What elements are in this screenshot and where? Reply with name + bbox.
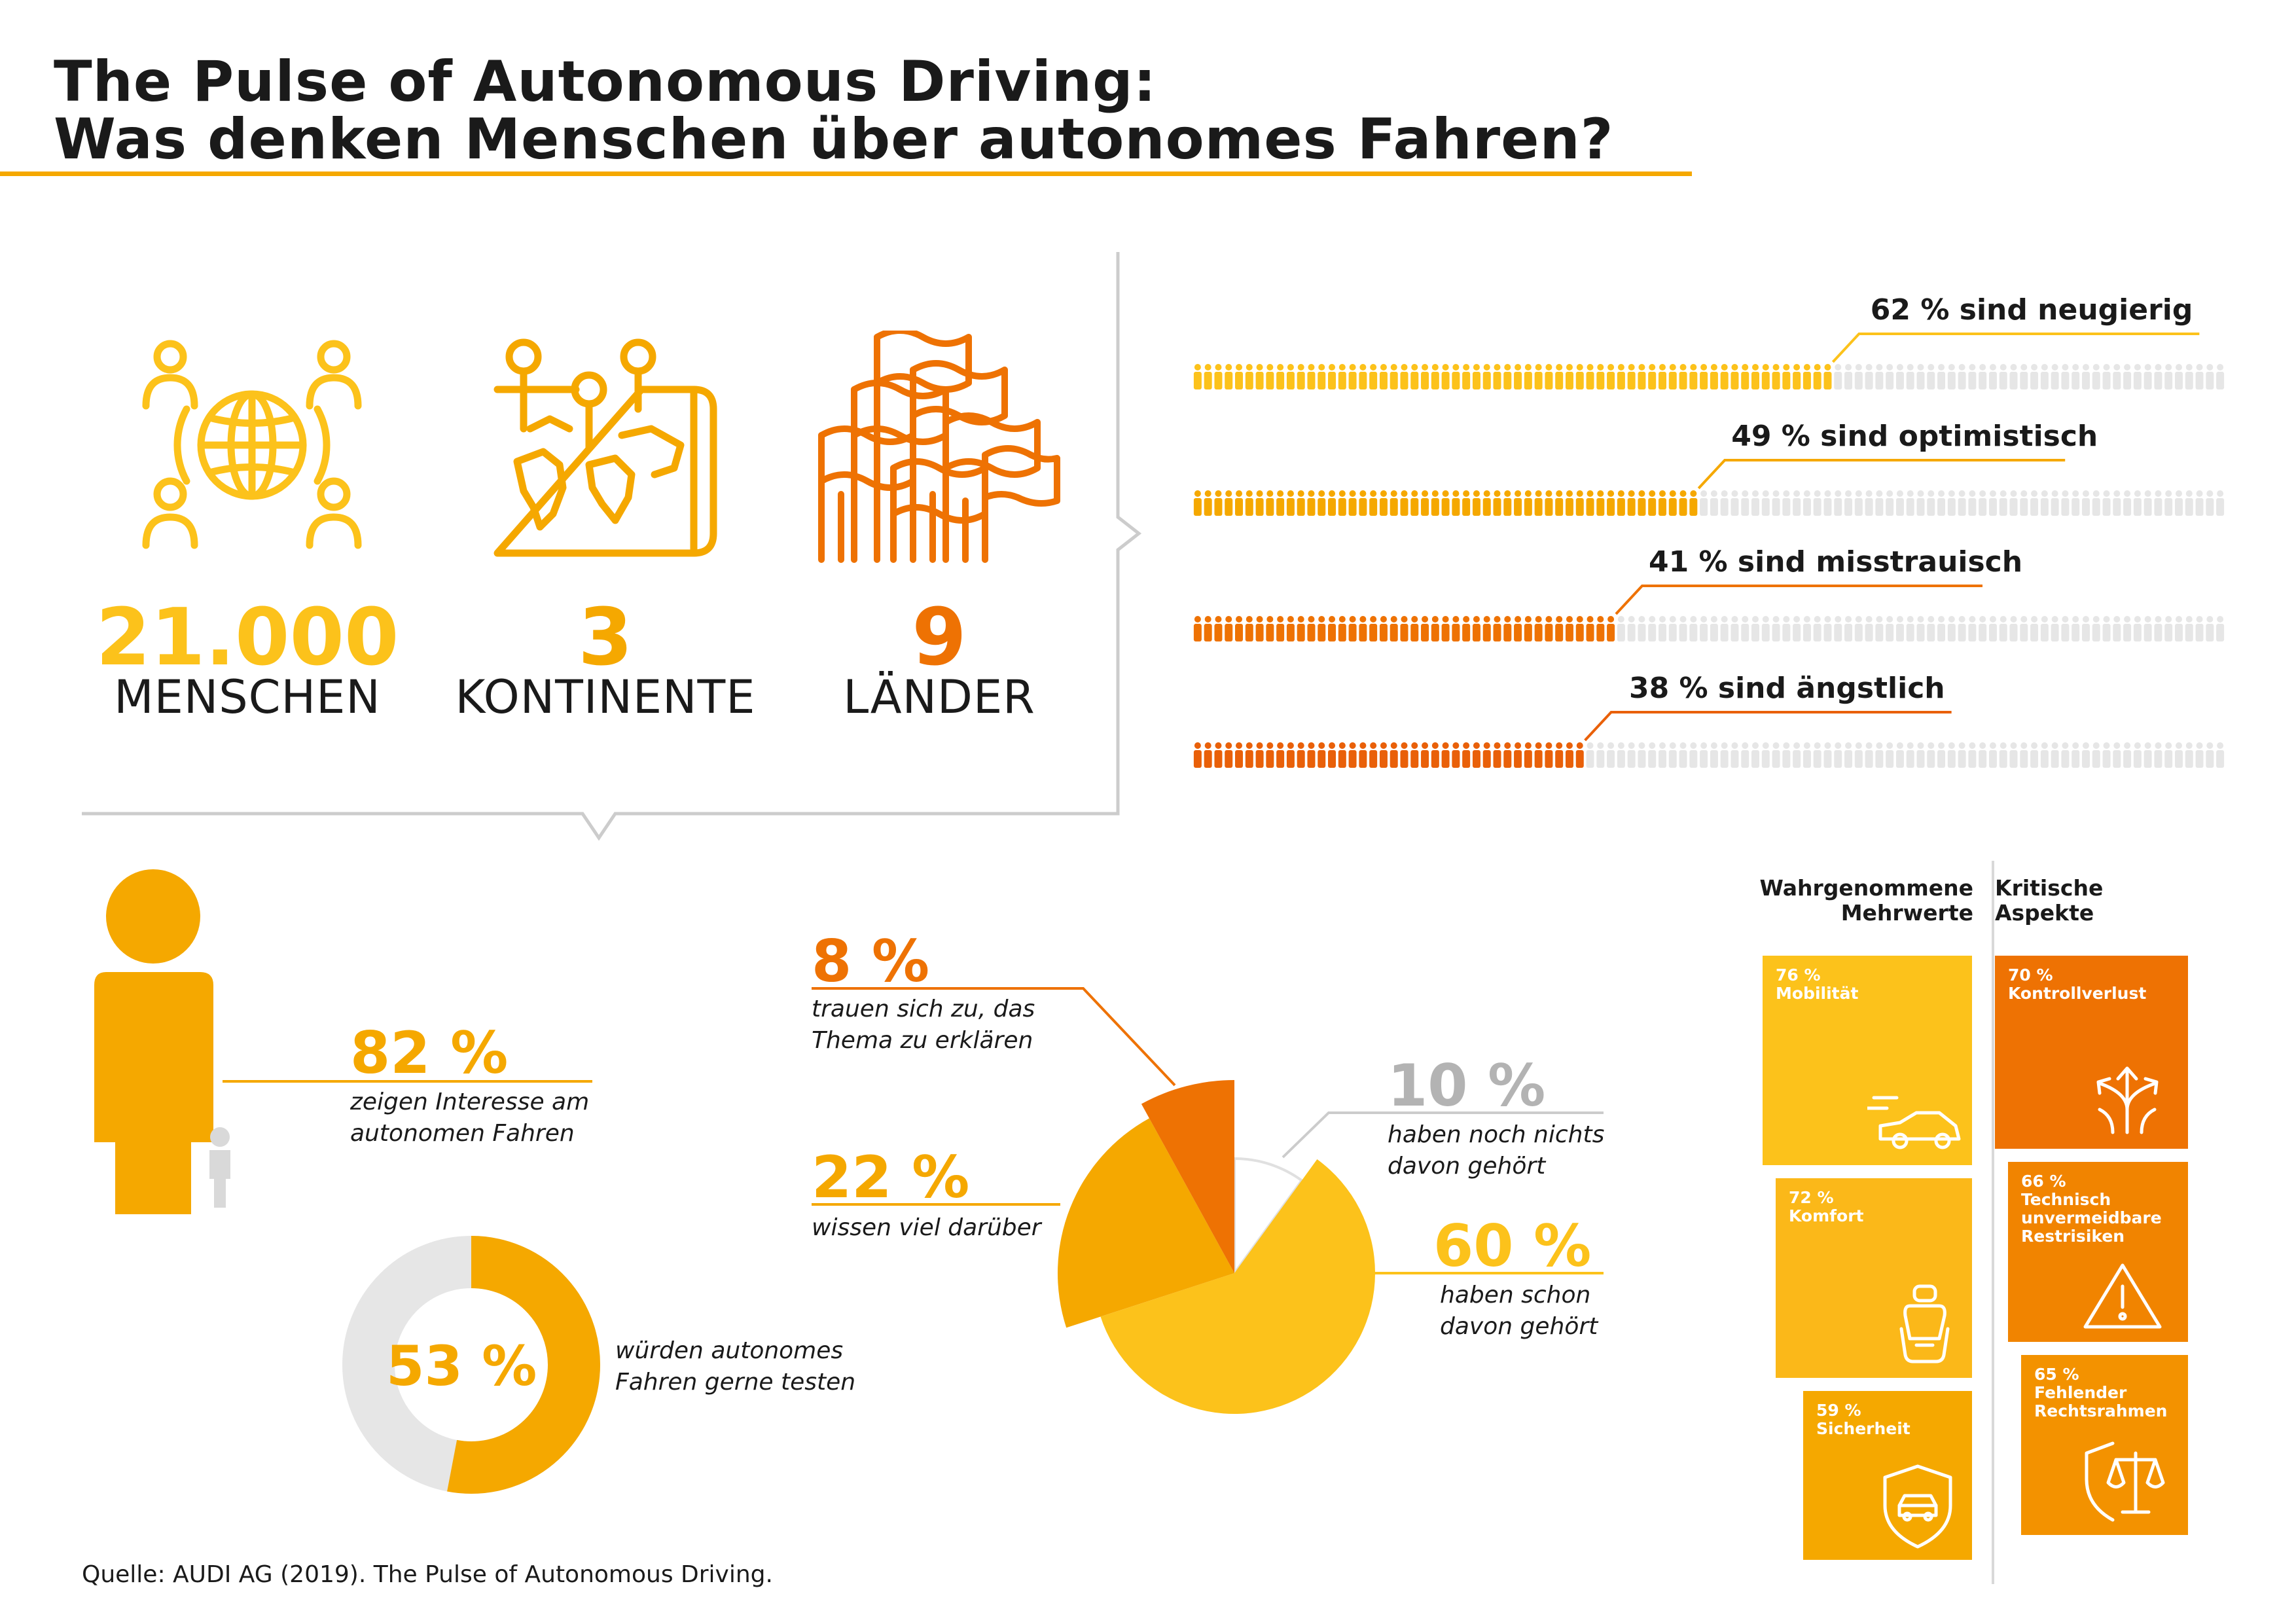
pie-pct-explain: 8 % <box>812 928 930 995</box>
bar-label-curious: 62 % sind neugierig <box>1870 293 2193 327</box>
pie-text-heard-line-1: haben schon <box>1440 1282 1591 1308</box>
aspect-legal-framework-pct: 65 % <box>2034 1365 2079 1384</box>
page-title-line-1: The Pulse of Autonomous Driving: <box>54 49 1157 115</box>
pie-slice-explain <box>1141 1080 1234 1273</box>
sentiment-bar-optimistic <box>1193 490 2225 516</box>
source-note: Quelle: AUDI AG (2019). The Pulse of Aut… <box>82 1561 773 1588</box>
benefit-mobility-label: Mobilität <box>1776 984 1859 1003</box>
aspect-tile-legal-framework-text: 65 % Fehlender Rechtsrahmen <box>2034 1365 2167 1420</box>
aspect-tile-legal-framework: 65 % Fehlender Rechtsrahmen <box>2021 1355 2188 1535</box>
aspect-residual-risks-label-3: Restrisiken <box>2021 1227 2125 1246</box>
pie-text-never-heard-line-1: haben noch nichts <box>1388 1121 1605 1148</box>
aspect-tile-residual-risks-text: 66 % Technisch unvermeidbare Restrisiken <box>2021 1172 2162 1246</box>
flags-icon <box>818 331 1060 563</box>
sentiment-bar-distrustful <box>1193 616 2225 641</box>
pie-slice-know-much <box>1058 1118 1234 1328</box>
stat-label-people: MENSCHEN <box>114 670 381 724</box>
page-title-line-2: Was denken Menschen über autonomes Fahre… <box>54 107 1614 172</box>
sentiment-bar-anxious <box>1193 742 2225 768</box>
pie-pct-know-much: 22 % <box>812 1144 970 1211</box>
aspects-heading: Kritische Aspekte <box>1995 876 2103 926</box>
person-icon <box>94 869 230 1214</box>
stat-number-countries: 9 <box>912 592 967 683</box>
bar-label-distrustful: 41 % sind misstrauisch <box>1648 545 2023 579</box>
benefit-comfort-pct: 72 % <box>1789 1188 1834 1207</box>
interest-text-line-1: zeigen Interesse am <box>350 1089 590 1115</box>
benefit-safety-pct: 59 % <box>1816 1401 1861 1420</box>
benefit-comfort-label: Komfort <box>1789 1206 1864 1225</box>
stat-number-people: 21.000 <box>96 592 399 683</box>
aspect-legal-framework-label-1: Fehlender <box>2034 1383 2127 1402</box>
stat-label-countries: LÄNDER <box>843 670 1035 724</box>
interest-pct: 82 % <box>350 1019 509 1087</box>
test-donut-chart <box>342 1236 600 1494</box>
benefit-tile-comfort-text: 72 % Komfort <box>1789 1189 1864 1225</box>
aspect-residual-risks-label-2: unvermeidbare <box>2021 1208 2162 1227</box>
benefits-heading-line-2: Mehrwerte <box>1840 900 1973 926</box>
bar-label-anxious: 38 % sind ängstlich <box>1628 672 1945 705</box>
benefit-tile-comfort: 72 % Komfort <box>1776 1178 1972 1378</box>
pie-leader-explain <box>812 987 1176 1087</box>
car-shield-icon <box>1883 1464 1952 1549</box>
pie-text-heard-line-2: davon gehört <box>1440 1313 1598 1340</box>
donut-value-arc <box>447 1236 600 1494</box>
interest-text-line-2: autonomen Fahren <box>350 1120 575 1147</box>
benefit-mobility-pct: 76 % <box>1776 965 1821 984</box>
pie-pct-heard: 60 % <box>1433 1212 1592 1280</box>
pie-text-know-much: wissen viel darüber <box>812 1214 1041 1241</box>
benefit-tile-safety-text: 59 % Sicherheit <box>1816 1401 1910 1438</box>
aspect-tile-residual-risks: 66 % Technisch unvermeidbare Restrisiken <box>2008 1162 2188 1342</box>
pie-slice-never-heard <box>1233 1157 1304 1278</box>
stat-label-continents: KONTINENTE <box>455 670 756 724</box>
directions-icon <box>2096 1066 2159 1134</box>
test-text-line-2: Fahren gerne testen <box>615 1369 856 1396</box>
justice-shield-icon <box>2085 1441 2165 1522</box>
test-donut-pct: 53 % <box>386 1334 537 1398</box>
pie-text-explain-line-2: Thema zu erklären <box>812 1027 1033 1054</box>
benefits-heading-line-1: Wahrgenommene <box>1759 875 1973 901</box>
bar-leader-distrustful <box>1615 585 1982 615</box>
stat-number-continents: 3 <box>578 592 633 683</box>
bar-leader-anxious <box>1584 711 1952 742</box>
pie-text-never-heard-line-2: davon gehört <box>1388 1153 1546 1180</box>
bar-leader-curious <box>1831 333 2200 363</box>
aspects-heading-line-2: Aspekte <box>1995 900 2094 926</box>
aspect-residual-risks-pct: 66 % <box>2021 1172 2066 1191</box>
bar-label-optimistic: 49 % sind optimistisch <box>1731 420 2098 453</box>
benefit-tile-mobility: 76 % Mobilität <box>1763 956 1972 1165</box>
interest-leader-line <box>223 1080 592 1083</box>
sentiment-bar-curious <box>1193 364 2225 389</box>
pie-leader-never-heard <box>1282 1111 1604 1159</box>
aspect-control-loss-label: Kontrollverlust <box>2008 984 2147 1003</box>
globe-people-icon <box>142 340 362 549</box>
aspect-legal-framework-label-2: Rechtsrahmen <box>2034 1401 2168 1420</box>
warning-icon <box>2083 1263 2162 1329</box>
car-speed-icon <box>1867 1096 1961 1149</box>
aspect-tile-control-loss-text: 70 % Kontrollverlust <box>2008 966 2146 1003</box>
benefit-tile-mobility-text: 76 % Mobilität <box>1776 966 1858 1003</box>
title-underline <box>0 171 1692 176</box>
aspect-control-loss-pct: 70 % <box>2008 965 2053 984</box>
benefit-tile-safety: 59 % Sicherheit <box>1803 1391 1972 1560</box>
test-text-line-1: würden autonomes <box>615 1337 844 1364</box>
map-pins-icon <box>493 338 717 557</box>
aspects-heading-line-1: Kritische <box>1995 875 2104 901</box>
pie-text-explain-line-1: trauen sich zu, das <box>812 996 1035 1022</box>
aspect-tile-control-loss: 70 % Kontrollverlust <box>1995 956 2188 1149</box>
benefit-safety-label: Sicherheit <box>1816 1419 1910 1438</box>
pie-pct-never-heard: 10 % <box>1388 1052 1546 1119</box>
pie-slice-heard <box>1100 1159 1376 1414</box>
bar-leader-optimistic <box>1697 459 2066 490</box>
aspect-residual-risks-label-1: Technisch <box>2021 1190 2111 1209</box>
car-seat-icon <box>1899 1284 1950 1363</box>
benefits-heading: Wahrgenommene Mehrwerte <box>1728 876 1973 926</box>
